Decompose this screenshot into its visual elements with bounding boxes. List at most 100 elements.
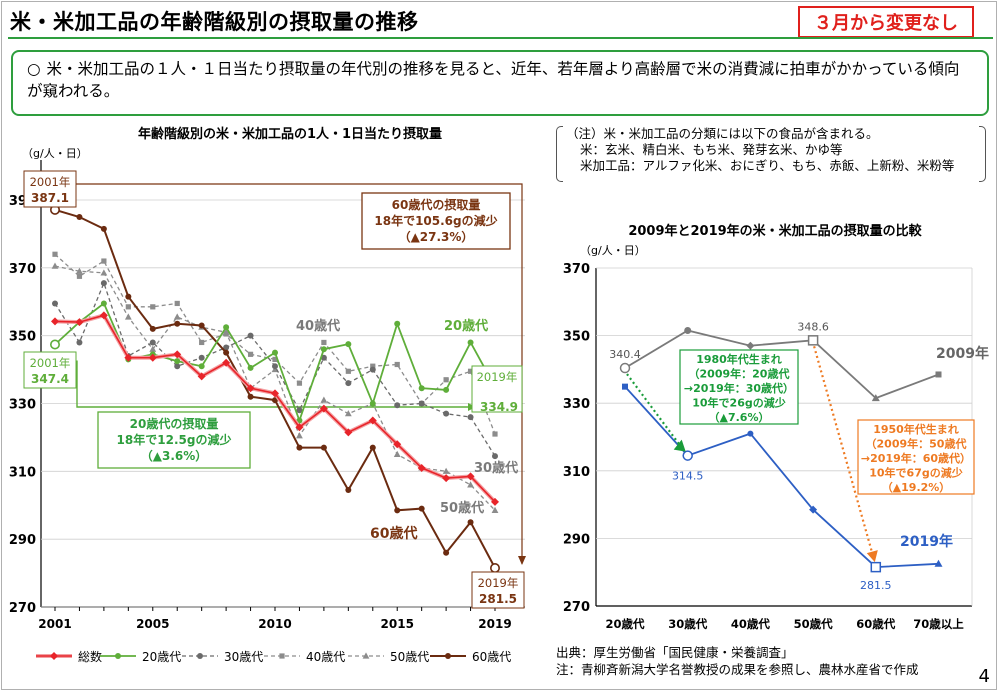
chart1-point-age20 bbox=[443, 386, 450, 393]
note-line-3: 米加工品：アルファ化米、おにぎり、もち、赤飯、上新粉、米粉等 bbox=[580, 158, 955, 173]
chart1-label-end-20s-year: 2019年 bbox=[477, 370, 518, 384]
page-title: 米・米加工品の年齢階級別の摂取量の推移 bbox=[10, 10, 419, 34]
chart1-point-age30 bbox=[100, 280, 107, 287]
chart1-box-20s-line-2: （▲3.6%） bbox=[141, 448, 208, 463]
chart1-point-age30 bbox=[223, 344, 230, 351]
chart2-y-tick-label: 270 bbox=[563, 600, 590, 615]
chart1-point-age60 bbox=[443, 549, 450, 556]
note-line-2: 米：玄米、精白米、もち米、発芽玄米、かゆ等 bbox=[580, 142, 843, 157]
chart1-point-age30 bbox=[467, 414, 474, 421]
chart1-box-60s-line-1: 18年で105.6gの減少 bbox=[374, 213, 497, 228]
chart1-legend-total: 総数 bbox=[36, 649, 102, 664]
chart1-line-total-halo bbox=[54, 312, 497, 504]
chart1-point-age60 bbox=[223, 349, 230, 356]
chart1-point-age60 bbox=[394, 507, 401, 514]
chart2-arrow-1980s bbox=[626, 373, 683, 449]
chart2-value-2019-30s: 314.5 bbox=[672, 470, 704, 483]
chart1-label-end-60s-frame bbox=[471, 571, 525, 609]
chart1-point-age20 bbox=[345, 341, 352, 348]
chart1-label-start-20s: 2001年 347.4 bbox=[23, 351, 77, 389]
chart1-point-age60 bbox=[296, 444, 303, 451]
chart1-x-tick-label: 2015 bbox=[381, 617, 414, 631]
chart1-point-age60 bbox=[76, 213, 83, 220]
chart1-point-age40 bbox=[467, 368, 474, 374]
source-citation: 出典：厚生労働省「国民健康・栄養調査」 bbox=[556, 645, 794, 660]
chart1-legend-age50: 50歳代 bbox=[348, 650, 429, 664]
legend-label: 20歳代 bbox=[142, 650, 181, 664]
chart2-point-y2009 bbox=[746, 341, 755, 350]
chart1-point-age60 bbox=[369, 444, 376, 451]
chart2-x-tick-label: 40歳代 bbox=[731, 617, 771, 631]
summary-box: ○ 米・米加工品の１人・１日当たり摂取量の年代別の推移を見ると、近年、若年層より高… bbox=[11, 50, 989, 116]
chart1-point-age20 bbox=[247, 364, 254, 371]
chart1-box-20s-line-1: 18年で12.5gの減少 bbox=[117, 432, 232, 447]
chart1-point-total bbox=[319, 404, 328, 413]
legend-marker bbox=[445, 653, 451, 659]
chart1-label-end-20s-value-text: 334.9 bbox=[480, 400, 518, 414]
chart1-point-age50 bbox=[149, 345, 157, 352]
chart2-y-tick-label: 350 bbox=[563, 330, 590, 345]
chart1-y-tick-label: 370 bbox=[9, 262, 36, 277]
chart1-label-start-60s-frame bbox=[23, 170, 77, 208]
chart1-box-20s-line-0: 20歳代の摂取量 bbox=[130, 416, 219, 431]
legend-marker bbox=[197, 653, 203, 659]
chart1-point-age40 bbox=[247, 351, 254, 357]
chart1-point-age30 bbox=[492, 453, 498, 460]
chart1-point-age50 bbox=[296, 432, 303, 439]
chart1-label-20s: 20歳代 bbox=[444, 318, 488, 334]
chart2-point-y2019 bbox=[934, 559, 943, 567]
chart1-point-age60 bbox=[489, 562, 500, 573]
chart1-legend-age20: 20歳代 bbox=[100, 650, 181, 664]
chart2-x-tick-label: 70歳以上 bbox=[913, 617, 964, 631]
chart1-point-age60 bbox=[320, 444, 327, 451]
chart2-box-1950s-line-0: 1950年代生まれ bbox=[873, 422, 959, 436]
chart1-point-age50 bbox=[491, 506, 499, 513]
chart1-point-total bbox=[124, 353, 133, 362]
chart2-y-tick-label: 330 bbox=[563, 397, 590, 412]
chart1-point-age20 bbox=[369, 400, 376, 407]
chart1-legend-age30: 30歳代 bbox=[182, 650, 263, 664]
chart1-series-age50 bbox=[51, 262, 499, 513]
chart1-y-tick-label: 310 bbox=[9, 465, 36, 480]
chart1-point-age30 bbox=[76, 339, 83, 346]
chart2-box-1950s: 1950年代生まれ（2009年：50歳代→2019年：60歳代）10年で67gの… bbox=[857, 419, 975, 495]
chart2-box-1980s-frame bbox=[679, 349, 799, 425]
chart1-point-age20 bbox=[467, 339, 474, 346]
chart1-point-age60 bbox=[149, 325, 156, 332]
chart1-point-total bbox=[197, 372, 206, 381]
chart1-point-age50 bbox=[222, 328, 230, 335]
chart1-point-total bbox=[417, 463, 426, 472]
chart1-point-age40 bbox=[101, 258, 107, 264]
chart2-x-tick-label: 20歳代 bbox=[605, 617, 645, 631]
chart1-label-start-60s-value: 387.1 bbox=[31, 191, 69, 205]
chart1-point-total bbox=[99, 311, 108, 320]
note-line-1: （注）米・米加工品の分類には以下の食品が含まれる。 bbox=[566, 126, 879, 141]
chart2-x-tick-label: 50歳代 bbox=[794, 617, 834, 631]
chart1-point-total bbox=[222, 358, 231, 367]
legend-marker bbox=[115, 653, 121, 659]
chart1-label-60s: 60歳代 bbox=[370, 525, 417, 542]
chart1-point-age30 bbox=[272, 363, 278, 370]
legend-label: 30歳代 bbox=[224, 650, 263, 664]
chart2-box-1980s-line-0: 1980年代生まれ bbox=[696, 352, 782, 366]
chart1-box-20s-frame bbox=[97, 411, 251, 469]
chart2-box-1980s-line-2: →2019年：30歳代） bbox=[684, 381, 794, 395]
legend-marker bbox=[279, 653, 285, 659]
chart1-ylabel: （g/人・日） bbox=[22, 147, 88, 160]
chart1-point-age40 bbox=[125, 304, 131, 310]
chart2-y-tick-label: 370 bbox=[563, 262, 590, 277]
chart1-point-age60 bbox=[125, 293, 132, 300]
legend-label: 40歳代 bbox=[306, 650, 345, 664]
chart1-point-age20 bbox=[394, 320, 401, 327]
chart2-box-1950s-line-2: →2019年：60歳代） bbox=[861, 451, 971, 465]
chart1-point-age20 bbox=[223, 324, 230, 331]
legend-marker bbox=[362, 652, 370, 659]
chart1-y-tick-label: 330 bbox=[9, 398, 36, 413]
chart1-point-age40 bbox=[272, 356, 278, 363]
chart1-point-total bbox=[442, 474, 451, 483]
chart1-label-40s: 40歳代 bbox=[296, 318, 340, 334]
chart1-point-age40 bbox=[150, 304, 156, 310]
chart1-point-age40 bbox=[321, 339, 327, 346]
chart2-title: 2009年と2019年の米・米加工品の摂取量の比較 bbox=[628, 223, 922, 239]
chart1-x-tick-label: 2005 bbox=[136, 617, 169, 631]
